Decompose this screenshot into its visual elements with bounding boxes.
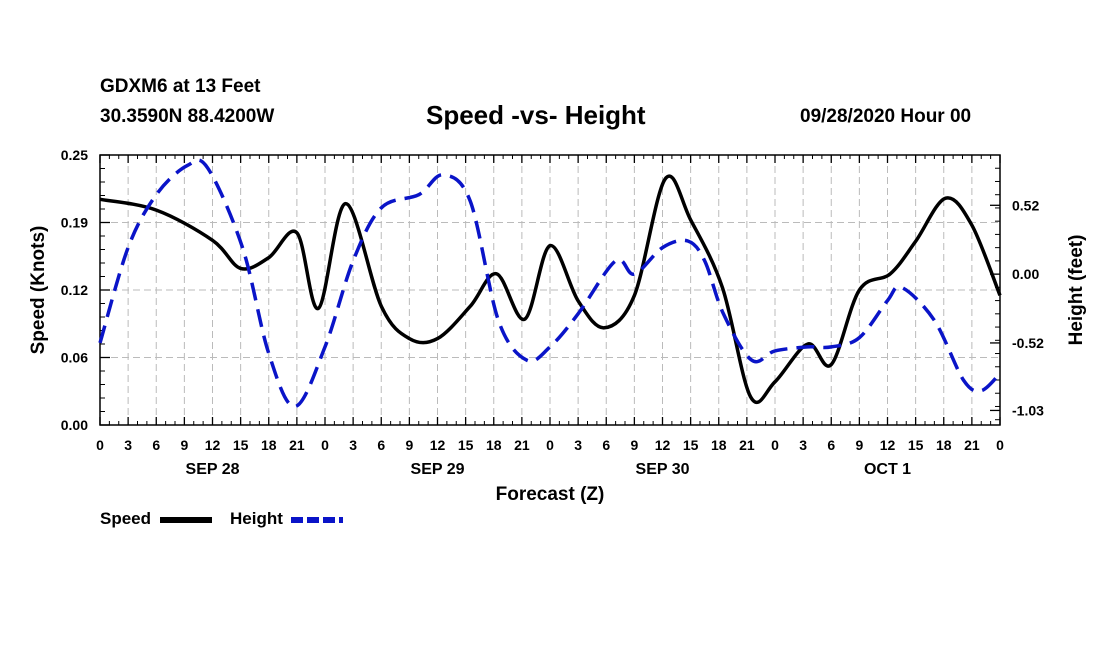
x-tick-label: 6: [827, 437, 835, 453]
x-tick-label: 18: [711, 437, 727, 453]
y-right-tick-label: 0.52: [1012, 197, 1039, 213]
y-left-tick-label: 0.19: [61, 215, 88, 231]
x-tick-label: 21: [514, 437, 530, 453]
y-right-tick-label: -0.52: [1012, 335, 1044, 351]
y-right-tick-label: 0.00: [1012, 266, 1039, 282]
y-axis-right-label: Height (feet): [1066, 235, 1087, 346]
legend-speed-label: Speed: [100, 509, 152, 528]
y-axis-left-label: Speed (Knots): [28, 226, 49, 355]
x-tick-label: 21: [739, 437, 755, 453]
x-tick-label: 12: [430, 437, 446, 453]
x-tick-label: 3: [799, 437, 807, 453]
x-tick-label: 18: [936, 437, 952, 453]
x-tick-label: 12: [880, 437, 896, 453]
x-tick-label: 18: [486, 437, 502, 453]
x-tick-label: 0: [546, 437, 554, 453]
legend-height-label: Height: [230, 509, 283, 528]
x-tick-label: 9: [405, 437, 413, 453]
grid-lines: [100, 155, 1000, 425]
x-tick-label: 0: [996, 437, 1004, 453]
speed-series-line: [99, 174, 1002, 405]
x-tick-label: 21: [289, 437, 305, 453]
x-tick-label: 6: [602, 437, 610, 453]
x-tick-label: 15: [458, 437, 474, 453]
x-tick-label: 0: [321, 437, 329, 453]
x-tick-label: 3: [349, 437, 357, 453]
station-label: GDXM6 at 13 Feet: [100, 76, 261, 97]
forecast-datetime: 09/28/2020 Hour 00: [800, 106, 972, 127]
x-tick-label: 15: [233, 437, 249, 453]
x-tick-label: 15: [683, 437, 699, 453]
x-tick-label: 3: [574, 437, 582, 453]
x-day-label: SEP 29: [411, 461, 465, 478]
x-tick-label: 9: [630, 437, 638, 453]
x-tick-label: 18: [261, 437, 277, 453]
x-tick-label: 9: [180, 437, 188, 453]
x-tick-label: 21: [964, 437, 980, 453]
x-day-label: OCT 1: [864, 461, 911, 478]
station-coordinates: 30.3590N 88.4200W: [100, 106, 275, 127]
axis-ticks: [99, 154, 1001, 426]
y-left-tick-label: 0.06: [61, 350, 88, 366]
x-tick-label: 6: [377, 437, 385, 453]
x-tick-label: 0: [771, 437, 779, 453]
x-tick-label: 9: [855, 437, 863, 453]
x-tick-label: 6: [152, 437, 160, 453]
x-tick-label: 15: [908, 437, 924, 453]
x-tick-label: 12: [205, 437, 221, 453]
height-series-line: [98, 158, 1002, 409]
x-axis-label: Forecast (Z): [496, 484, 605, 505]
x-tick-label: 3: [124, 437, 132, 453]
y-left-tick-label: 0.00: [61, 417, 88, 433]
chart-title: Speed -vs- Height: [426, 100, 646, 130]
y-left-tick-label: 0.25: [61, 147, 88, 163]
x-tick-label: 12: [655, 437, 671, 453]
x-day-label: SEP 30: [636, 461, 690, 478]
y-right-tick-label: -1.03: [1012, 402, 1044, 418]
x-tick-label: 0: [96, 437, 104, 453]
axis-tick-labels: 0 3 6 9 12 15 18 21 0 3 6 9 12 15 18 21 0 3 6 9 12 15 18 21 0 3 6 9…: [61, 147, 1044, 478]
y-left-tick-label: 0.12: [61, 282, 88, 298]
x-day-label: SEP 28: [186, 461, 240, 478]
